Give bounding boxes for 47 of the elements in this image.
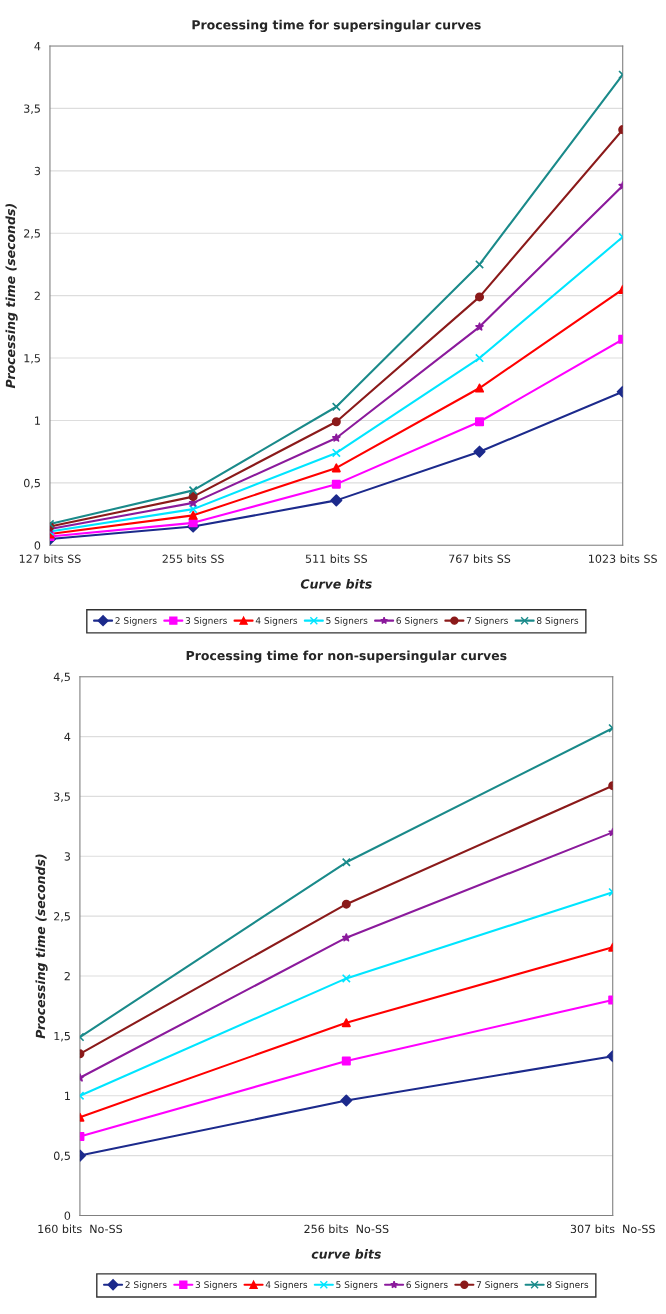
y-tick-label: 2,5 (24, 229, 40, 239)
x-axis-title: Curve bits (300, 578, 372, 589)
legend-label: 2 Signers (115, 616, 157, 626)
y-tick-label: 0,5 (23, 478, 40, 489)
x-tick-label: 127 bits SS (19, 554, 81, 563)
x-tick-label: 511 bits SS (305, 554, 368, 563)
legend-label: 5 Signers (326, 616, 368, 626)
y-tick-label: 3 (34, 166, 41, 176)
y-tick-label: 1 (35, 416, 40, 425)
chart-title: Processing time for supersingular curves (192, 19, 481, 33)
y-tick-label: 3 (64, 852, 70, 861)
legend-label: 7 Signers (476, 1281, 518, 1290)
y-tick-label: 4,5 (53, 672, 70, 683)
legend-label: 7 Signers (466, 616, 508, 626)
y-tick-label: 0,5 (53, 1151, 70, 1162)
legend-label: 8 Signers (536, 616, 579, 626)
legend-label: 8 Signers (546, 1281, 589, 1290)
y-tick-label: 0 (64, 1211, 71, 1220)
legend-label: 5 Signers (336, 1281, 378, 1290)
y-tick-label: 1 (65, 1091, 70, 1100)
y-tick-label: 3,5 (24, 104, 40, 114)
x-tick-label: 256 bits No-SS (304, 1224, 389, 1234)
y-tick-label: 2 (64, 971, 70, 981)
y-tick-label: 2 (34, 291, 40, 300)
legend-label: 3 Signers (195, 1281, 237, 1290)
legend-label: 6 Signers (406, 1281, 448, 1290)
y-tick-label: 3,5 (54, 792, 70, 802)
legend-label: 6 Signers (396, 616, 438, 626)
y-axis-title: Processing time (seconds) (5, 204, 18, 389)
y-tick-label: 1,5 (24, 354, 40, 364)
y-axis-title: Processing time (seconds) (35, 854, 48, 1039)
legend-label: 4 Signers (255, 616, 298, 626)
chart-title: Processing time for non-supersingular curves (186, 650, 507, 663)
y-tick-label: 2,5 (54, 912, 70, 922)
x-tick-label: 767 bits SS (449, 554, 511, 563)
legend-label: 4 Signers (265, 1281, 308, 1290)
y-tick-label: 0 (34, 541, 41, 550)
x-axis-title: curve bits (311, 1249, 381, 1259)
x-tick-label: 255 bits SS (162, 554, 224, 563)
legend-label: 3 Signers (185, 616, 227, 626)
y-tick-label: 1,5 (54, 1031, 70, 1042)
y-tick-label: 4 (64, 732, 71, 741)
x-tick-label: 160 bits No-SS (38, 1224, 123, 1234)
y-tick-label: 4 (34, 42, 41, 51)
legend-label: 2 Signers (125, 1281, 167, 1290)
x-tick-label: 1023 bits SS (589, 554, 657, 563)
x-tick-label: 307 bits No-SS (570, 1224, 655, 1234)
